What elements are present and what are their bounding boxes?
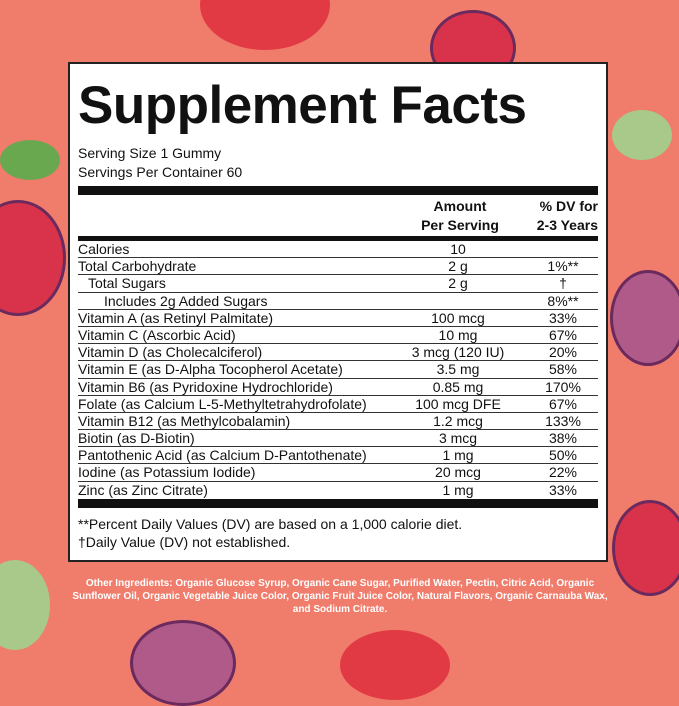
footnote-dagger: †Daily Value (DV) not established. — [78, 533, 291, 550]
berry-illustration — [0, 560, 50, 650]
table-row: Vitamin D (as Cholecalciferol) 3 mcg (120… — [78, 344, 598, 362]
nutrient-amount: 3 mcg — [438, 430, 478, 447]
table-row: Calories 10 — [78, 241, 598, 259]
table-row: Iodine (as Potassium Iodide) 20 mcg 22% — [78, 464, 598, 482]
table-row: Vitamin A (as Retinyl Palmitate) 100 mcg 3… — [78, 310, 598, 327]
nutrient-dv: 133% — [545, 412, 581, 429]
nutrient-dv: 33% — [548, 309, 578, 326]
nutrient-amount: 1.2 mcg — [433, 412, 483, 429]
table-row: Zinc (as Zinc Citrate) 1 mg 33% — [78, 482, 598, 499]
nutrient-dv: 33% — [548, 481, 578, 498]
nutrient-dv: 38% — [548, 430, 578, 447]
nutrient-amount: 10 mg — [438, 326, 478, 343]
nutrient-dv: 1%** — [547, 258, 579, 275]
table-row: Vitamin C (Ascorbic Acid) 10 mg 67% — [78, 326, 598, 345]
serving-size: Serving Size 1 Gummy — [78, 145, 222, 161]
footnote-dv: **Percent Daily Values (DV) are based on… — [78, 515, 463, 532]
nutrient-dv — [528, 241, 598, 257]
nutrient-dv: 58% — [548, 361, 578, 378]
nutrient-amount: 3.5 mg — [436, 361, 480, 378]
nutrient-amount: 1 mg — [442, 447, 474, 464]
nutrient-amount: 1 mg — [442, 481, 474, 498]
strawberry-illustration — [200, 0, 330, 50]
nutrient-amount: 100 mcg DFE — [415, 395, 501, 412]
table-row: Vitamin B6 (as Pyridoxine Hydrochloride)… — [78, 379, 598, 396]
amount-header: Amount — [433, 198, 487, 214]
nutrient-dv: 8%** — [547, 292, 579, 309]
raspberry-illustration — [610, 270, 679, 366]
dv-header-2: 2-3 Years — [536, 217, 598, 233]
leaf-illustration — [0, 140, 60, 180]
nutrient-dv: 20% — [548, 344, 578, 361]
cherry-illustration — [612, 500, 679, 596]
nutrient-name: Iodine (as Potassium Iodide) — [78, 464, 256, 481]
nutrient-name: Vitamin E (as D-Alpha Tocopherol Acetate… — [78, 361, 343, 378]
table-row: Biotin (as D-Biotin) 3 mcg 38% — [78, 430, 598, 448]
nutrient-name: Biotin (as D-Biotin) — [78, 430, 195, 447]
nutrient-name: Includes 2g Added Sugars — [104, 292, 268, 309]
nutrient-name: Vitamin B6 (as Pyridoxine Hydrochloride) — [78, 378, 333, 395]
nutrient-dv: † — [559, 275, 567, 292]
strawberry-illustration — [340, 630, 450, 700]
divider — [78, 498, 598, 508]
leaf-illustration — [612, 110, 672, 160]
nutrient-table: Calories 10 Total Carbohydrate 2 g 1%** Total… — [78, 241, 598, 499]
table-row: Vitamin E (as D-Alpha Tocopherol Acetate… — [78, 361, 598, 379]
nutrient-dv: 67% — [548, 395, 578, 412]
amount-header-2: Per Serving — [421, 217, 499, 233]
nutrient-name: Folate (as Calcium L-5-Methyltetrahydrof… — [78, 395, 367, 412]
nutrient-amount: 3 mcg (120 IU) — [411, 344, 505, 361]
cherry-illustration — [0, 200, 66, 316]
table-row: Pantothenic Acid (as Calcium D-Pantothen… — [78, 447, 598, 465]
nutrient-amount: 20 mcg — [435, 464, 481, 481]
nutrient-dv: 22% — [548, 464, 578, 481]
nutrient-name: Total Carbohydrate — [78, 258, 197, 275]
nutrient-name: Total Sugars — [88, 275, 166, 292]
column-headers: Amount Per Serving % DV for 2-3 Years — [78, 197, 598, 235]
nutrient-amount: 2 g — [448, 275, 468, 292]
nutrient-dv: 50% — [548, 447, 578, 464]
dv-header: % DV for — [539, 198, 598, 214]
divider — [78, 236, 598, 241]
nutrient-amount: 100 mcg — [431, 309, 485, 326]
table-row: Vitamin B12 (as Methylcobalamin) 1.2 mcg 1… — [78, 412, 598, 431]
nutrient-name: Zinc (as Zinc Citrate) — [78, 481, 208, 498]
other-ingredients: Other Ingredients: Organic Glucose Syrup… — [72, 578, 608, 615]
nutrient-amount: 0.85 mg — [432, 378, 484, 395]
nutrient-name: Vitamin A (as Retinyl Palmitate) — [78, 309, 274, 326]
raspberry-illustration — [130, 620, 236, 706]
table-row: Includes 2g Added Sugars 8%** — [78, 293, 598, 310]
servings-per-container: Servings Per Container 60 — [78, 164, 243, 180]
nutrient-amount: 10 — [450, 241, 466, 257]
nutrient-name: Vitamin C (Ascorbic Acid) — [78, 326, 236, 343]
nutrient-dv: 170% — [545, 378, 581, 395]
table-row: Total Carbohydrate 2 g 1%** — [78, 258, 598, 276]
nutrient-name: Calories — [78, 241, 130, 257]
nutrient-name: Vitamin B12 (as Methylcobalamin) — [78, 412, 291, 429]
table-row: Folate (as Calcium L-5-Methyltetrahydrof… — [78, 396, 598, 413]
nutrient-dv: 67% — [548, 326, 578, 343]
supplement-facts-panel: Supplement Facts Serving Size 1 Gummy Se… — [68, 62, 608, 562]
panel-title: Supplement Facts — [78, 76, 527, 135]
table-row: Total Sugars 2 g † — [78, 275, 598, 293]
nutrient-amount: 2 g — [448, 258, 468, 275]
nutrient-name: Pantothenic Acid (as Calcium D-Pantothen… — [78, 447, 367, 464]
nutrient-amount — [388, 293, 528, 309]
divider — [78, 186, 598, 195]
nutrient-name: Vitamin D (as Cholecalciferol) — [78, 344, 263, 361]
